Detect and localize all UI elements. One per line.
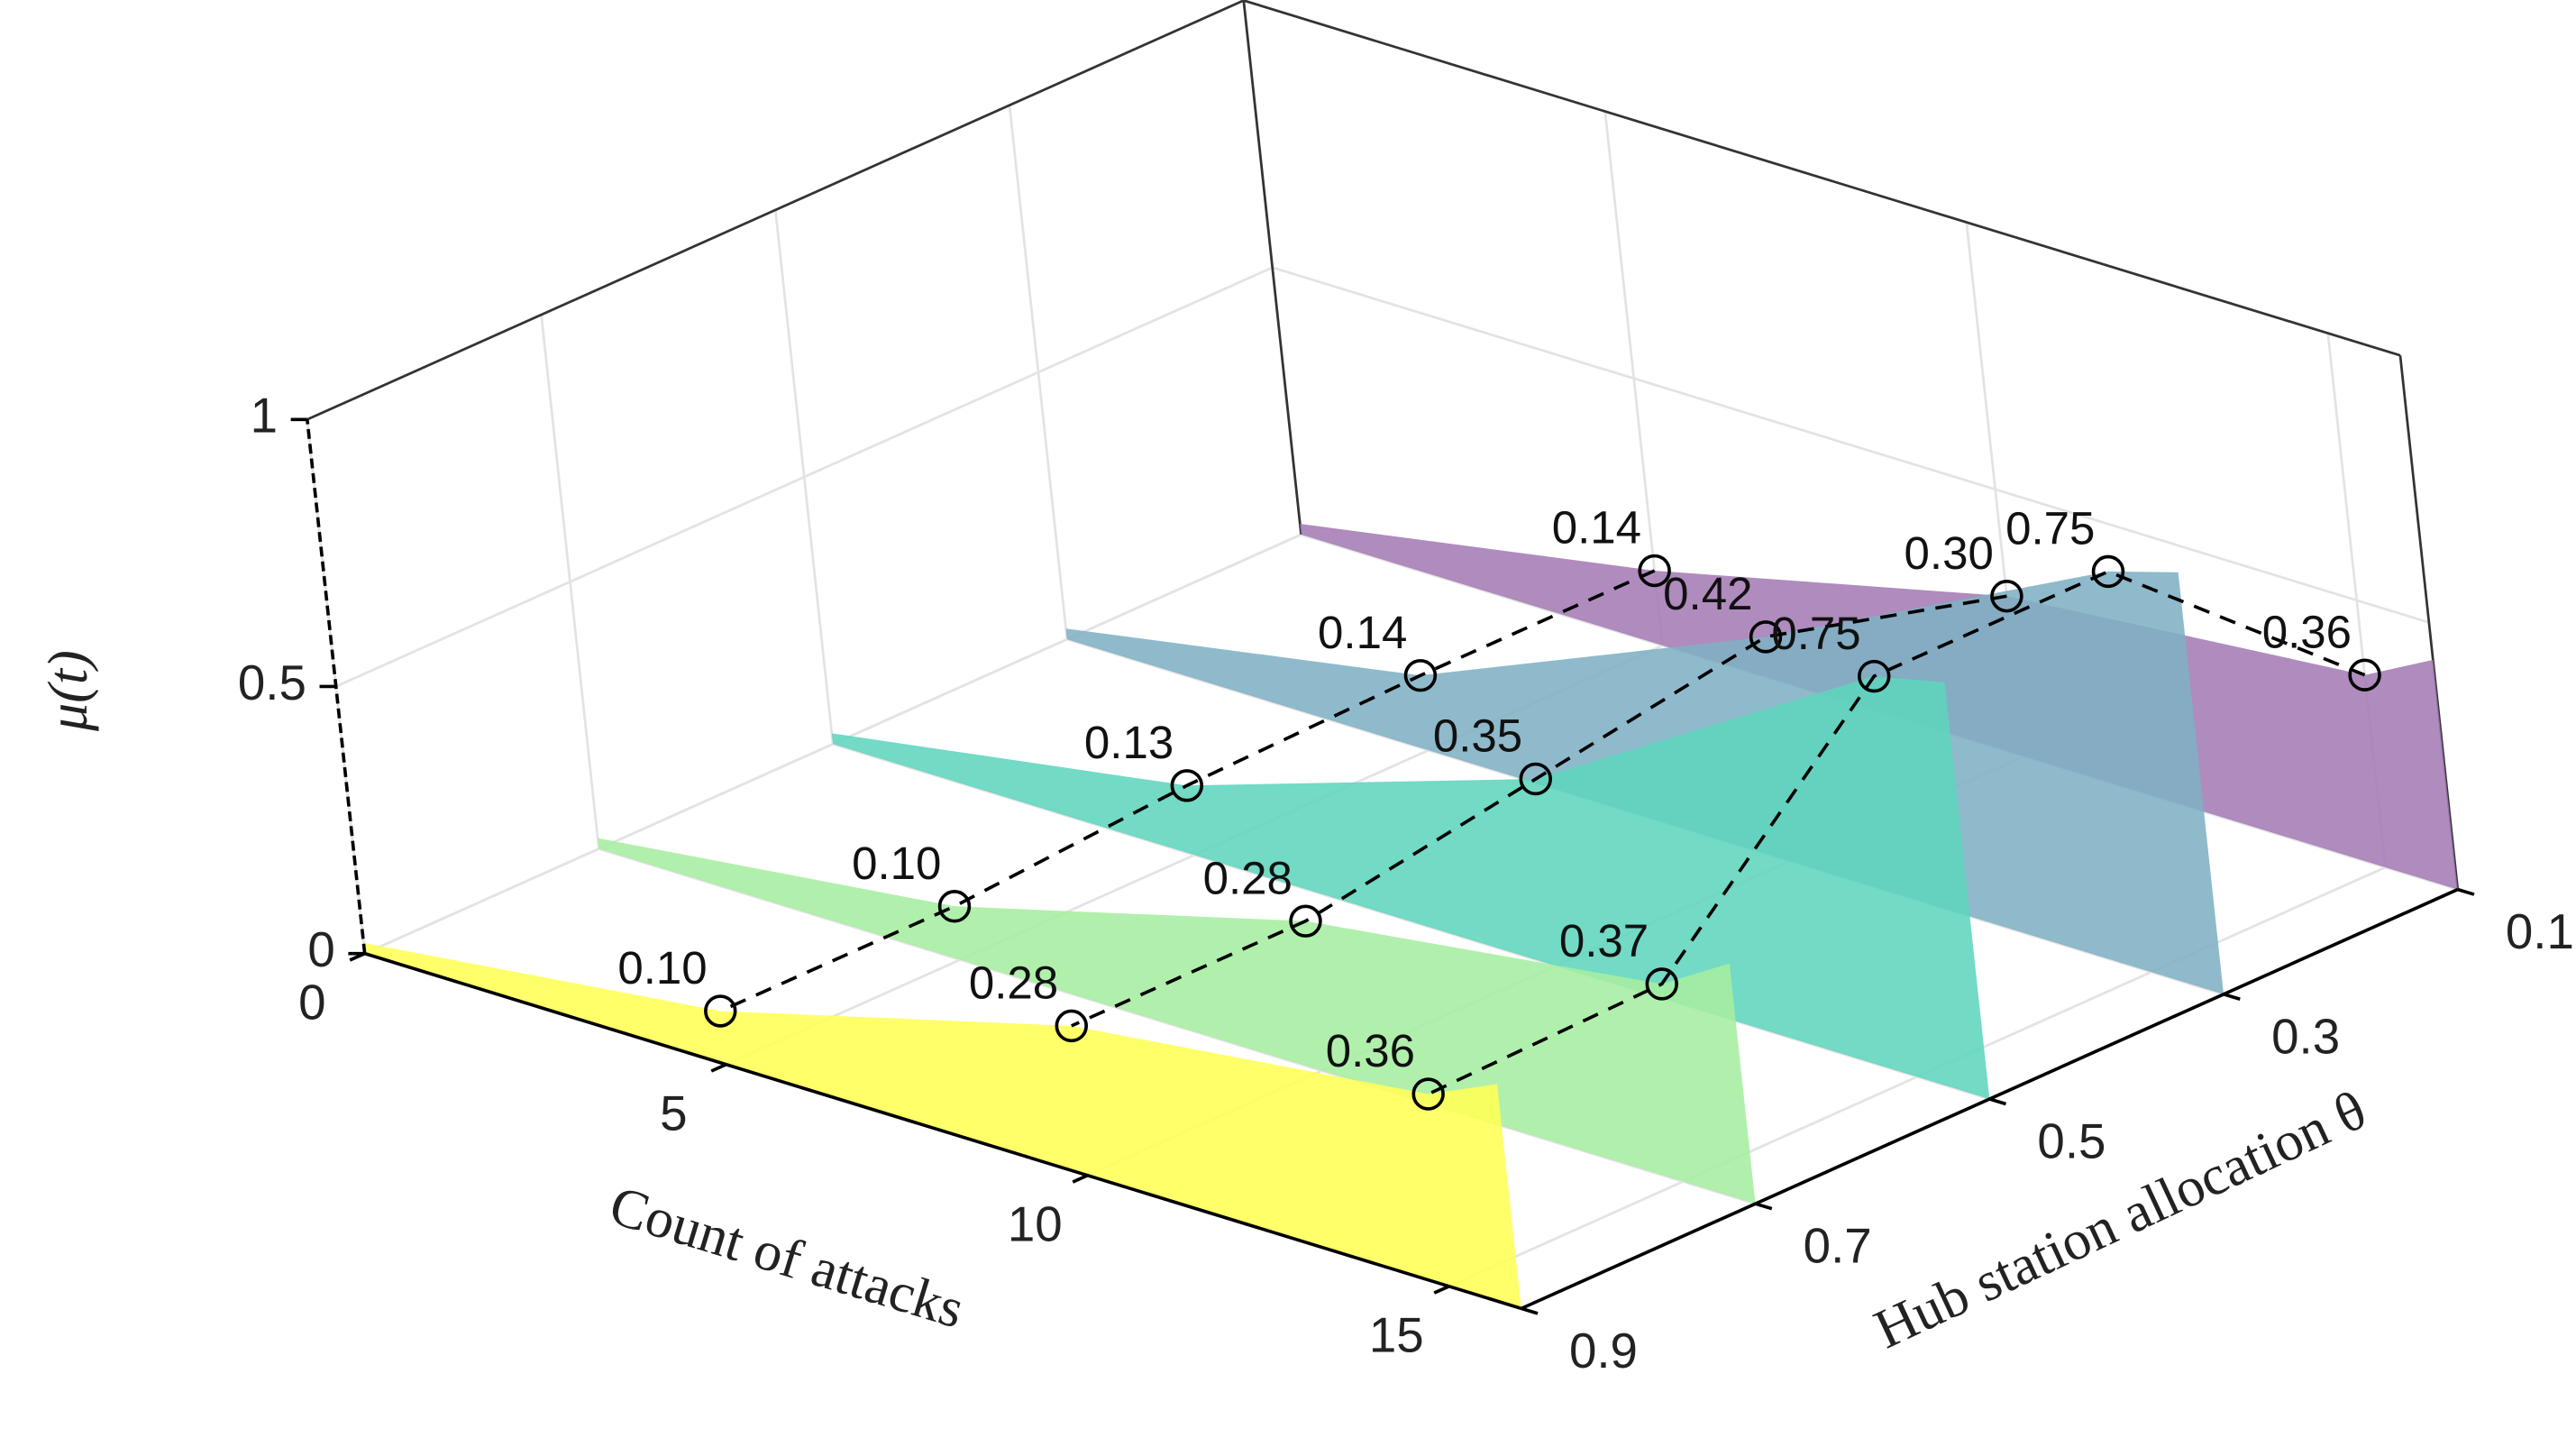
box-edge (1243, 0, 2401, 357)
x-tick-label: 15 (1369, 1307, 1424, 1363)
marker (1990, 580, 2023, 613)
value-label: 0.75 (2005, 503, 2095, 554)
box-edge (306, 0, 1245, 421)
y-tick (1988, 1097, 2007, 1106)
x-tick (1072, 1174, 1089, 1184)
marker (1858, 659, 1891, 693)
marker (1289, 904, 1322, 938)
y-tick (1755, 1202, 1773, 1211)
value-label: 0.14 (1318, 607, 1407, 658)
marker-connector (1071, 594, 2007, 1028)
value-label: 0.10 (617, 942, 707, 994)
marker (1170, 769, 1204, 802)
box-edge (1242, 0, 1302, 536)
marker (1403, 658, 1438, 692)
marker (1638, 554, 1671, 588)
value-label: 0.37 (1559, 915, 1649, 966)
z-tick-label: 0.5 (238, 655, 306, 710)
value-label: 0.28 (1203, 852, 1293, 903)
y-tick (2457, 887, 2475, 896)
value-label: 0.14 (1552, 502, 1641, 554)
y-tick (1521, 1306, 1539, 1315)
grid-line (335, 266, 1274, 688)
value-label: 0.13 (1084, 717, 1174, 768)
y-tick (2223, 993, 2241, 1002)
x-tick-label: 0 (298, 974, 325, 1030)
marker-connector (1427, 569, 2366, 1096)
y-tick-label: 0.3 (2271, 1008, 2340, 1064)
x-tick (1433, 1285, 1450, 1295)
marker (1749, 620, 1783, 654)
z-tick-label: 0 (307, 921, 334, 977)
marker (1411, 1077, 1445, 1111)
x-axis (364, 951, 1522, 1311)
marker (1519, 762, 1552, 796)
value-label: 0.42 (1663, 568, 1752, 619)
z-axis-label: μ(t) (38, 650, 99, 732)
x-axis-label: Count of attacks (603, 1175, 971, 1341)
value-label: 0.36 (1326, 1025, 1415, 1076)
marker (937, 890, 972, 923)
marker-connector (719, 569, 1656, 1013)
series-area (363, 942, 1521, 1309)
value-label: 0.30 (1905, 527, 1994, 579)
x-tick-label: 5 (660, 1085, 687, 1140)
value-label: 0.35 (1433, 710, 1522, 762)
z-tick-label: 1 (251, 388, 278, 444)
y-tick-label: 0.1 (2506, 903, 2574, 959)
value-label: 0.28 (969, 957, 1058, 1009)
marker (704, 994, 737, 1028)
x-tick-label: 10 (1008, 1196, 1063, 1252)
marker (1645, 967, 1678, 1001)
grid-line (1272, 266, 2430, 624)
value-label: 0.10 (852, 838, 941, 889)
marker (1055, 1009, 1088, 1043)
marker (2091, 554, 2125, 589)
value-label: 0.75 (1771, 608, 1860, 659)
marker (2348, 658, 2381, 691)
y-tick-label: 0.5 (2037, 1113, 2106, 1168)
x-tick (710, 1063, 727, 1073)
y-tick-label: 0.9 (1569, 1323, 1638, 1378)
y-tick-label: 0.7 (1804, 1218, 1872, 1274)
value-label: 0.36 (2262, 606, 2352, 657)
